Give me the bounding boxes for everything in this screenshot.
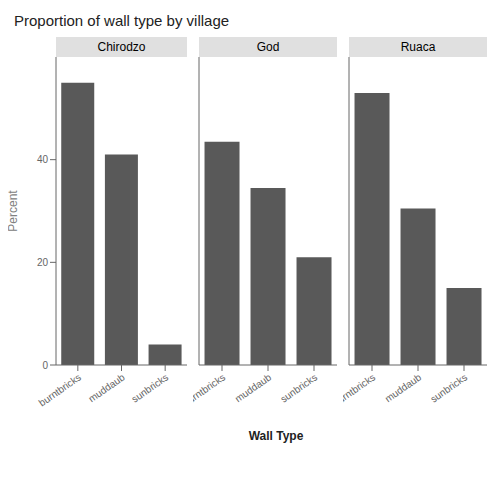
html-text:Proportion of wall type by vil: Proportion of wall type by village bbox=[14, 12, 230, 29]
svg-text:muddaub: muddaub bbox=[383, 371, 424, 404]
svg-text:sunbricks: sunbricks bbox=[278, 371, 319, 404]
svg-text:Percent: Percent bbox=[8, 190, 20, 232]
svg-text:0: 0 bbox=[42, 360, 48, 371]
svg-text:muddaub: muddaub bbox=[233, 371, 274, 404]
html-text:Ruaca: Ruaca bbox=[400, 40, 436, 54]
svg-text:burntbricks: burntbricks bbox=[37, 371, 83, 408]
svg-text:burntbricks: burntbricks bbox=[343, 371, 377, 408]
html-text:Chirodzo: Chirodzo bbox=[97, 40, 146, 54]
svg-text:muddaub: muddaub bbox=[86, 371, 127, 404]
svg-text:20: 20 bbox=[37, 257, 49, 268]
svg-text:sunbricks: sunbricks bbox=[428, 371, 469, 404]
html-text:Wall Type: Wall Type bbox=[248, 429, 304, 443]
html-text:God: God bbox=[256, 40, 280, 54]
svg-text:40: 40 bbox=[37, 154, 49, 165]
svg-text:sunbricks: sunbricks bbox=[129, 371, 170, 404]
svg-text:burntbricks: burntbricks bbox=[193, 371, 227, 408]
